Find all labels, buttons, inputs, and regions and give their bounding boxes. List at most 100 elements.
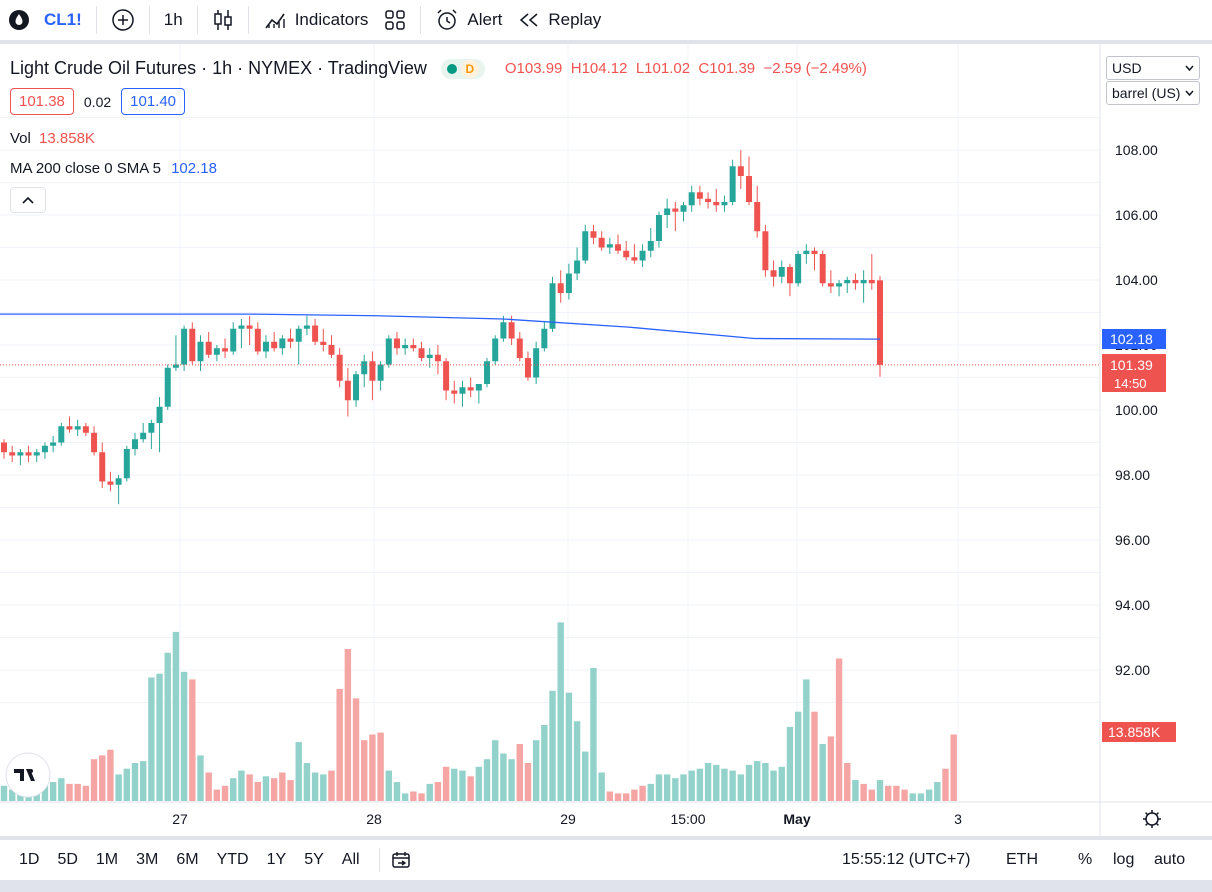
chart-type-button[interactable] [204,0,242,40]
volume-bar [844,763,851,801]
volume-bar [320,774,327,801]
indicators-button[interactable]: Indicators [255,0,377,40]
range-button-3m[interactable]: 3M [136,851,159,868]
session-button[interactable]: ETH [1006,840,1038,880]
candle [844,276,851,293]
candle [631,244,638,264]
candle [131,432,138,456]
auto-label: auto [1154,851,1186,868]
volume-bar [901,789,908,801]
range-button-5d[interactable]: 5D [57,851,78,868]
go-to-date-button[interactable] [390,850,412,870]
timezone-button[interactable]: 15:55:12 (UTC+7) [842,840,971,880]
candle [140,423,147,443]
range-button-all[interactable]: All [341,851,360,868]
volume-bar [492,740,499,801]
unit-select[interactable]: barrel (US) [1106,81,1200,105]
symbol-search-button[interactable]: CL1! [0,0,90,40]
volume-bar [213,789,221,801]
replay-button[interactable]: Replay [510,0,609,40]
candle [598,231,605,251]
volume-bar [172,631,180,801]
price-tick-label: 106.00 [1115,207,1158,223]
bid-price-button[interactable]: 101.38 [10,88,74,115]
candle [827,270,834,293]
candle [647,228,654,258]
candle [868,254,875,290]
volume-bar [442,766,450,801]
templates-button[interactable] [376,0,414,40]
ask-price-button[interactable]: 101.40 [121,88,186,115]
currency-select[interactable]: USD [1106,56,1200,80]
toolbar-divider [95,6,97,34]
candle [287,328,294,349]
candle [418,341,425,362]
candle [754,185,761,238]
change-value: −2.59 (−2.49%) [763,60,867,77]
collapse-legend-button[interactable] [10,187,46,213]
volume-bar [230,778,237,801]
candle [688,185,695,212]
chevron-down-icon [1185,90,1194,96]
volume-bar [647,783,654,801]
volume-bar [483,759,491,801]
candle [41,442,48,459]
candle [393,332,400,355]
interval-label: 1h [163,10,183,29]
candle [205,332,212,358]
market-status[interactable]: D [440,58,485,79]
range-button-1m[interactable]: 1M [95,851,119,868]
candle [795,250,802,287]
compare-button[interactable] [103,0,143,40]
candle [123,445,130,482]
candle [320,328,327,352]
replay-label: Replay [548,10,602,29]
candle [729,159,736,206]
legend-title: Light Crude Oil Futures · 1h · NYMEX · T… [10,58,427,78]
chart-area[interactable]: 108.00106.00104.00102.00100.0098.0096.00… [0,44,1212,836]
candle [222,338,229,358]
volume-bar [614,793,622,801]
volume-bar [893,785,900,801]
range-button-5y[interactable]: 5Y [304,851,324,868]
volume-bar [451,768,458,801]
ma-legend[interactable]: MA 200 close 0 SMA 5 102.18 [10,160,217,177]
candle [328,335,335,358]
interval-button[interactable]: 1h [156,0,191,40]
range-button-ytd[interactable]: YTD [216,851,249,868]
log-toggle[interactable]: log [1113,840,1134,880]
range-button-6m[interactable]: 6M [176,851,199,868]
range-button-1y[interactable]: 1Y [266,851,287,868]
volume-bar [401,793,409,801]
percent-toggle[interactable]: % [1078,840,1092,880]
volume-bar [778,766,785,801]
price-chart[interactable]: 108.00106.00104.00102.00100.0098.0096.00… [0,44,1212,836]
volume-bar [0,785,8,801]
grid-icon [385,10,406,30]
volume-bars [0,622,957,801]
l-label: L [635,60,645,77]
candle [361,354,368,388]
volume-bar [925,789,933,801]
range-button-1d[interactable]: 1D [19,851,40,868]
volume-bar [328,770,335,801]
tradingview-logo-icon [5,752,51,798]
chevron-down-icon [1185,65,1194,71]
candle [107,471,114,492]
candle [377,361,384,391]
ma-200-line [0,313,881,340]
alert-button[interactable]: Alert [427,0,510,40]
price-tick-label: 98.00 [1115,467,1150,483]
volume-bar [58,778,65,801]
price-tick-label: 94.00 [1115,597,1150,613]
candle [17,449,24,466]
o-label: O [504,60,517,77]
volume-bar [541,725,548,801]
bottom-toolbar: 1D 5D 1M 3M 6M YTD 1Y 5Y All 15:55:12 (UTC+7) ET… [0,840,1212,880]
volume-bar [819,744,826,801]
volume-bar [663,774,671,801]
volume-legend[interactable]: Vol 13.858K [10,130,95,147]
volume-bar [49,782,57,801]
auto-toggle[interactable]: auto [1154,840,1185,880]
o-value: 103.99 [516,60,563,77]
